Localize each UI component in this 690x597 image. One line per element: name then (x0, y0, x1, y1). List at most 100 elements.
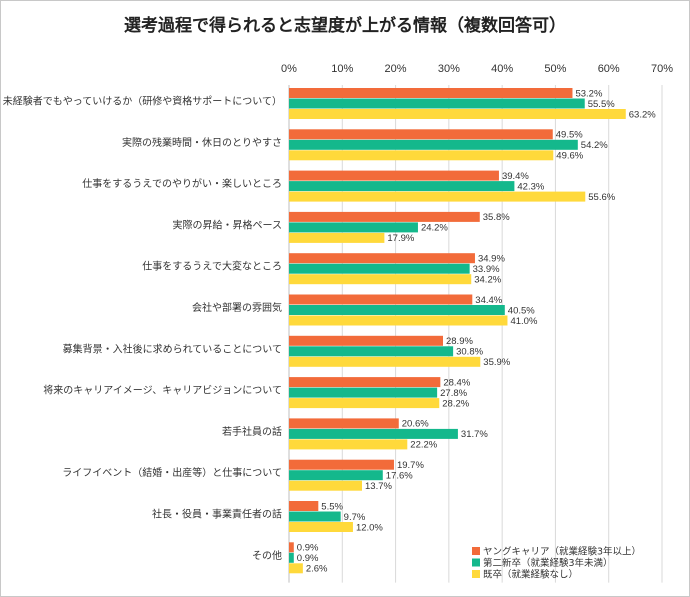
data-label: 63.2% (629, 109, 656, 120)
category-label: 仕事をするうえでのやりがい・楽しいところ (82, 177, 282, 190)
bar-series-2 (289, 470, 383, 481)
bar-series-1 (289, 459, 394, 470)
bar-series-1 (289, 418, 399, 429)
bar-series-3 (289, 480, 363, 491)
category-label: 将来のキャリアイメージ、キャリアビジョンについて (43, 385, 282, 397)
bar-series-2 (289, 222, 418, 233)
legend-entry: 既卒（就業経験なし） (483, 569, 578, 581)
bar-series-1 (289, 335, 443, 346)
data-label: 24.2% (421, 223, 448, 234)
category-label: 会社や部署の雰囲気 (192, 301, 282, 314)
grid-lines (288, 85, 663, 583)
category-label: その他 (252, 549, 282, 562)
category-label: 実際の残業時間・休日のとりやすさ (122, 136, 282, 149)
bar-series-1 (289, 211, 480, 222)
x-tick-label: 10% (331, 63, 353, 75)
data-label: 53.2% (575, 88, 602, 99)
data-label: 49.5% (556, 130, 583, 141)
data-label: 28.2% (442, 398, 469, 409)
bar-series-3 (289, 191, 586, 202)
category-label: 仕事をするうえで大変なところ (142, 260, 282, 273)
category-label: 募集背景・入社後に求められていることについて (63, 342, 282, 355)
data-label: 17.9% (387, 233, 414, 244)
bar-series-3 (289, 109, 626, 119)
legend-swatch (472, 558, 480, 567)
bar-series-1 (289, 501, 319, 511)
bar-series-2 (289, 139, 578, 150)
data-label: 55.5% (588, 99, 615, 110)
data-label: 22.2% (410, 440, 437, 451)
data-label: 34.4% (475, 295, 502, 306)
legend-entry: 第二新卒（就業経験3年未満） (483, 557, 613, 569)
x-tick-label: 60% (598, 63, 620, 75)
bar-series-2 (289, 98, 585, 109)
bar-series-2 (289, 263, 470, 274)
bar-series-1 (289, 88, 573, 98)
data-label: 13.7% (365, 481, 392, 492)
bar-series-3 (289, 439, 408, 450)
data-label: 40.5% (508, 305, 535, 316)
data-label: 33.9% (473, 264, 500, 275)
bar-series-3 (289, 315, 508, 326)
bar-series-3 (289, 398, 440, 409)
bar-series-3 (289, 522, 353, 532)
category-label: 社長・役員・事業責任者の話 (152, 508, 282, 521)
data-label: 27.8% (440, 388, 467, 399)
data-label: 12.0% (356, 522, 383, 533)
data-label: 2.6% (306, 564, 328, 575)
x-tick-label: 30% (438, 63, 460, 75)
data-label: 39.4% (502, 171, 529, 182)
category-labels: 未経験者でもやっていけるか（研修や資格サポートについて） 実際の残業時間・休日のと… (3, 95, 282, 562)
chart-title: 選考過程で得られると志望度が上がる情報（複数回答可） (124, 15, 566, 36)
legend: ヤングキャリア（就業経験3年以上）第二新卒（就業経験3年未満）既卒（就業経験なし… (472, 546, 641, 581)
category-label: ライフイベント（結婚・出産等）と仕事について (62, 466, 282, 479)
data-label: 5.5% (321, 501, 343, 512)
x-tick-label: 40% (491, 63, 513, 75)
bar-series-2 (289, 305, 505, 315)
x-axis-ticks: 0% 10% 20% 30% 40% 50% 60% 70% (281, 63, 673, 75)
data-label: 35.8% (483, 212, 510, 223)
data-label: 54.2% (581, 140, 608, 151)
bar-series-3 (289, 356, 481, 367)
bar-series-1 (289, 542, 294, 553)
data-label: 35.9% (483, 357, 510, 368)
bar-series-2 (289, 181, 515, 192)
bar-series-2 (289, 511, 341, 522)
x-tick-label: 0% (281, 63, 297, 75)
legend-entry: ヤングキャリア（就業経験3年以上） (483, 546, 641, 558)
data-label: 34.2% (474, 275, 501, 286)
category-label: 実際の昇給・昇格ペース (173, 218, 283, 231)
bar-series-3 (289, 563, 303, 574)
bars (289, 88, 626, 574)
bar-series-3 (289, 150, 554, 161)
bar-series-2 (289, 387, 438, 398)
data-label: 41.0% (510, 316, 537, 327)
data-label: 42.3% (517, 181, 544, 192)
bar-series-1 (289, 253, 475, 264)
bar-series-1 (289, 377, 441, 388)
bar-series-3 (289, 274, 472, 285)
data-label: 19.7% (397, 460, 424, 471)
data-label: 9.7% (344, 512, 366, 523)
data-label: 49.6% (556, 151, 583, 162)
x-tick-label: 20% (385, 63, 407, 75)
x-tick-label: 70% (651, 63, 673, 75)
category-label: 若手社員の話 (222, 425, 282, 438)
legend-swatch (472, 547, 480, 555)
bar-series-1 (289, 129, 553, 140)
data-label: 28.9% (446, 336, 473, 347)
data-label: 55.6% (588, 192, 615, 203)
bar-series-2 (289, 428, 458, 439)
data-label: 0.9% (297, 543, 319, 554)
bar-series-3 (289, 232, 385, 243)
bar-series-2 (289, 552, 294, 563)
bar-series-1 (289, 170, 499, 181)
legend-swatch (472, 570, 480, 578)
category-label: 未経験者でもやっていけるか（研修や資格サポートについて） (3, 95, 282, 108)
data-label: 28.4% (443, 377, 470, 388)
bar-series-1 (289, 294, 473, 305)
data-label: 0.9% (297, 553, 319, 564)
data-label: 20.6% (402, 419, 429, 430)
data-label: 30.8% (456, 347, 483, 358)
